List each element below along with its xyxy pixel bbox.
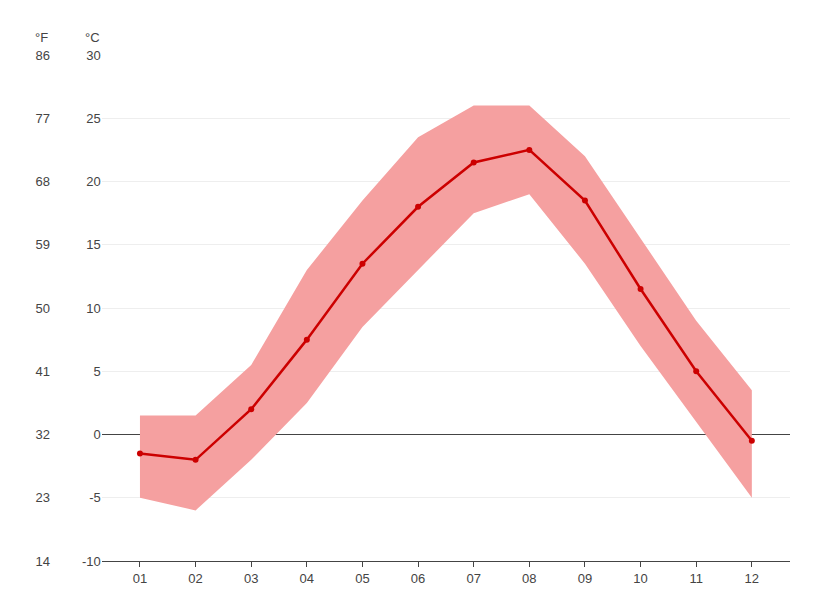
svg-text:30: 30 xyxy=(86,48,100,63)
svg-text:32: 32 xyxy=(36,427,50,442)
svg-text:-5: -5 xyxy=(89,490,101,505)
svg-text:12: 12 xyxy=(745,571,759,586)
svg-text:50: 50 xyxy=(36,301,50,316)
svg-text:0: 0 xyxy=(94,427,101,442)
svg-text:14: 14 xyxy=(36,554,50,569)
svg-text:77: 77 xyxy=(36,111,50,126)
svg-text:86: 86 xyxy=(36,48,50,63)
svg-text:15: 15 xyxy=(86,237,100,252)
svg-text:05: 05 xyxy=(355,571,369,586)
svg-text:°F: °F xyxy=(35,30,48,45)
svg-text:23: 23 xyxy=(36,490,50,505)
svg-text:02: 02 xyxy=(188,571,202,586)
svg-text:01: 01 xyxy=(133,571,147,586)
svg-text:04: 04 xyxy=(300,571,314,586)
svg-text:20: 20 xyxy=(86,174,100,189)
svg-text:41: 41 xyxy=(36,364,50,379)
svg-text:25: 25 xyxy=(86,111,100,126)
svg-text:5: 5 xyxy=(94,364,101,379)
svg-text:07: 07 xyxy=(466,571,480,586)
svg-text:10: 10 xyxy=(86,301,100,316)
svg-text:°C: °C xyxy=(85,30,100,45)
svg-text:08: 08 xyxy=(522,571,536,586)
svg-text:09: 09 xyxy=(578,571,592,586)
svg-text:10: 10 xyxy=(633,571,647,586)
svg-text:59: 59 xyxy=(36,237,50,252)
svg-text:11: 11 xyxy=(689,571,703,586)
svg-text:06: 06 xyxy=(411,571,425,586)
svg-text:03: 03 xyxy=(244,571,258,586)
svg-text:-10: -10 xyxy=(82,554,101,569)
svg-text:68: 68 xyxy=(36,174,50,189)
